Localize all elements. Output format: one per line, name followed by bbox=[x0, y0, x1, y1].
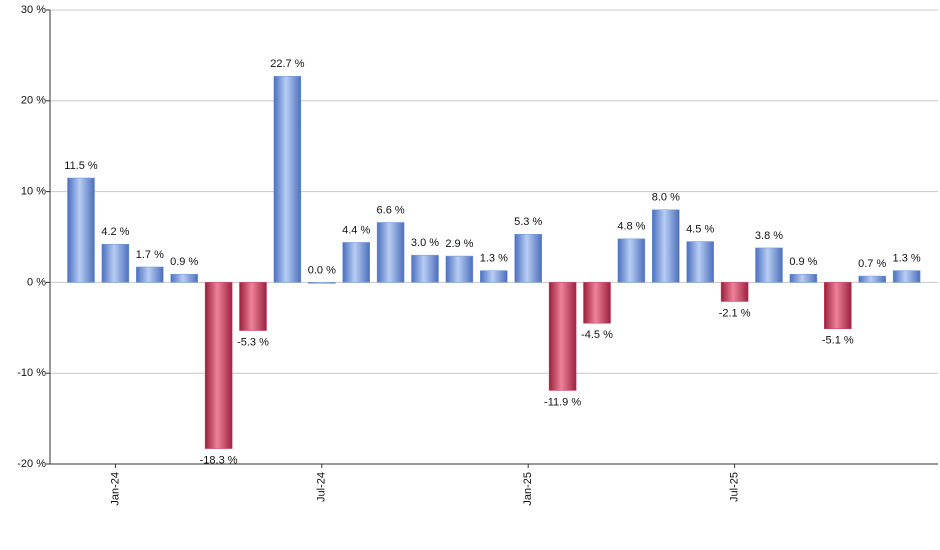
x-tick-label: Jan-25 bbox=[522, 472, 534, 506]
bar bbox=[376, 222, 405, 283]
bar bbox=[480, 270, 508, 283]
y-tick-label: 0 % bbox=[27, 276, 46, 288]
bar bbox=[136, 266, 164, 283]
bar bbox=[652, 209, 680, 283]
value-label: 4.4 % bbox=[342, 224, 370, 236]
bar bbox=[273, 76, 302, 283]
bar bbox=[308, 282, 336, 284]
bar bbox=[67, 177, 95, 283]
value-label: 3.8 % bbox=[755, 230, 783, 242]
value-label: 5.3 % bbox=[514, 216, 542, 228]
y-tick-label: 30 % bbox=[21, 4, 46, 16]
value-label: -5.1 % bbox=[822, 335, 854, 347]
y-tick-label: 20 % bbox=[21, 95, 46, 107]
bar bbox=[239, 282, 267, 331]
value-label: 4.8 % bbox=[617, 221, 645, 233]
bar bbox=[583, 282, 611, 324]
value-label: -18.3 % bbox=[200, 454, 238, 466]
bar bbox=[858, 275, 886, 283]
value-label: -4.5 % bbox=[581, 329, 613, 341]
x-tick-label: Jul-25 bbox=[729, 472, 741, 502]
bar bbox=[548, 282, 577, 391]
bar bbox=[514, 234, 542, 283]
value-label: 3.0 % bbox=[411, 237, 439, 249]
value-label: 1.3 % bbox=[480, 253, 508, 265]
value-label: 11.5 % bbox=[64, 160, 98, 172]
bar bbox=[204, 282, 233, 449]
bar bbox=[755, 247, 783, 283]
value-label: 0.0 % bbox=[308, 264, 336, 276]
bars bbox=[67, 76, 921, 449]
y-tick-label: -20 % bbox=[17, 458, 46, 470]
bar bbox=[892, 270, 921, 283]
value-label: 1.3 % bbox=[893, 253, 921, 265]
y-tick-label: 10 % bbox=[21, 186, 46, 198]
x-tick-label: Jan-24 bbox=[109, 472, 121, 506]
value-label: 8.0 % bbox=[652, 192, 680, 204]
bar bbox=[824, 282, 852, 329]
value-label: 0.9 % bbox=[789, 256, 817, 268]
bar bbox=[789, 273, 818, 283]
value-label: 1.7 % bbox=[136, 249, 164, 261]
value-label: 22.7 % bbox=[270, 58, 304, 70]
x-tick-label: Jul-24 bbox=[316, 472, 328, 502]
grid bbox=[46, 9, 938, 465]
bar bbox=[686, 241, 714, 283]
y-tick-label: -10 % bbox=[17, 367, 46, 379]
value-label: 4.5 % bbox=[686, 223, 714, 235]
value-label: 0.9 % bbox=[170, 256, 198, 268]
value-label: 6.6 % bbox=[377, 204, 405, 216]
bar bbox=[170, 273, 198, 283]
value-label: 0.7 % bbox=[858, 258, 886, 270]
bar bbox=[720, 282, 749, 302]
bar bbox=[342, 242, 370, 283]
value-label: -2.1 % bbox=[719, 307, 751, 319]
value-label: -5.3 % bbox=[237, 336, 269, 348]
bar bbox=[445, 255, 474, 283]
bar bbox=[411, 254, 439, 283]
value-label: 4.2 % bbox=[101, 226, 129, 238]
value-label: 2.9 % bbox=[445, 238, 473, 250]
bar bbox=[617, 238, 646, 283]
bar bbox=[101, 244, 130, 283]
value-label: -11.9 % bbox=[544, 396, 581, 408]
